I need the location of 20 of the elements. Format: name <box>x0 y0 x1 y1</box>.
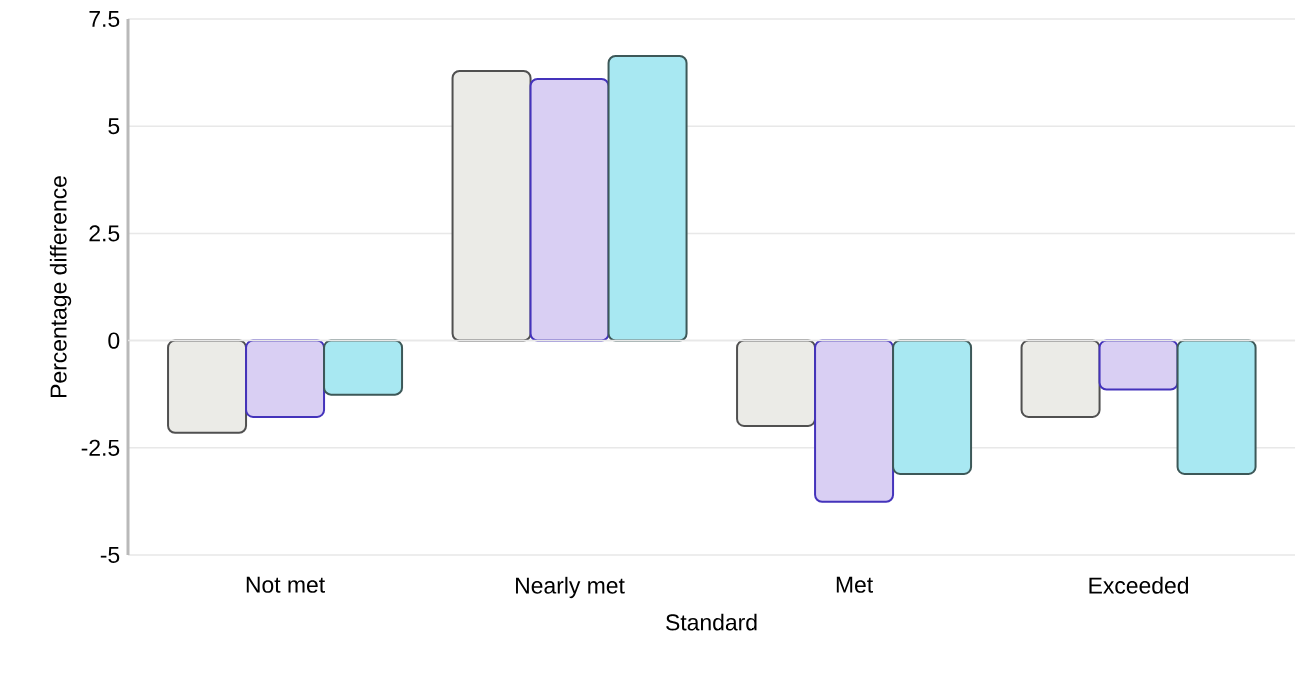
y-tick-label: 7.5 <box>89 11 120 27</box>
bar <box>245 339 326 418</box>
y-tick-label: 0 <box>108 332 120 349</box>
y-axis-title: Percentage difference <box>49 176 72 398</box>
y-tick-label: 2.5 <box>89 225 120 242</box>
bar <box>1176 339 1257 475</box>
bar <box>323 339 404 396</box>
x-tick-label: Met <box>836 576 873 593</box>
y-tick-label: -5 <box>100 547 120 563</box>
bar <box>1098 339 1179 391</box>
x-tick-label: Exceeded <box>1089 576 1189 594</box>
x-axis-title: Standard <box>666 613 757 631</box>
y-tick-label: 5 <box>108 118 120 135</box>
bar <box>814 339 895 503</box>
bar <box>892 339 973 475</box>
bar <box>607 54 688 342</box>
x-tick-label: Nearly met <box>516 576 625 599</box>
y-tick-label: -2.5 <box>81 439 120 456</box>
x-tick-label: Not met <box>246 576 325 593</box>
bar <box>529 78 610 342</box>
